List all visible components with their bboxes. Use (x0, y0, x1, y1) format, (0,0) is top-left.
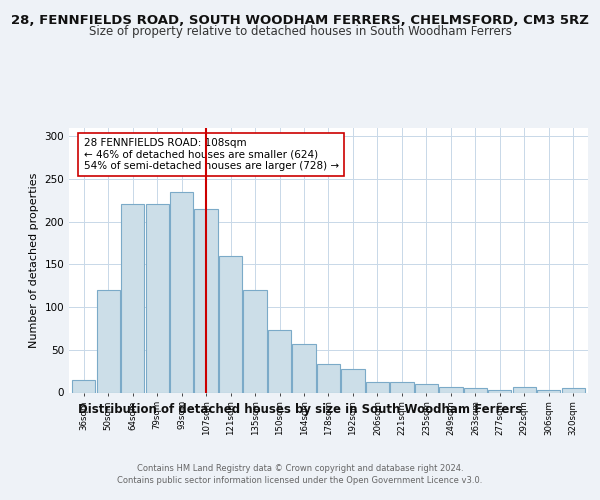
Text: 28, FENNFIELDS ROAD, SOUTH WOODHAM FERRERS, CHELMSFORD, CM3 5RZ: 28, FENNFIELDS ROAD, SOUTH WOODHAM FERRE… (11, 14, 589, 27)
Bar (537, 390, 560, 392)
Bar (366, 382, 389, 392)
Text: Contains public sector information licensed under the Open Government Licence v3: Contains public sector information licen… (118, 476, 482, 485)
Text: Size of property relative to detached houses in South Woodham Ferrers: Size of property relative to detached ho… (89, 25, 511, 38)
Bar (170, 192, 193, 392)
Text: 28 FENNFIELDS ROAD: 108sqm
← 46% of detached houses are smaller (624)
54% of sem: 28 FENNFIELDS ROAD: 108sqm ← 46% of deta… (83, 138, 339, 171)
Bar (439, 386, 463, 392)
Bar (513, 386, 536, 392)
Text: Contains HM Land Registry data © Crown copyright and database right 2024.: Contains HM Land Registry data © Crown c… (137, 464, 463, 473)
Bar (146, 204, 169, 392)
Bar (317, 364, 340, 392)
Bar (244, 290, 266, 392)
Bar (415, 384, 438, 392)
Text: Distribution of detached houses by size in South Woodham Ferrers: Distribution of detached houses by size … (78, 402, 522, 415)
Bar (562, 388, 585, 392)
Bar (292, 344, 316, 393)
Bar (219, 256, 242, 392)
Bar (194, 208, 218, 392)
Bar (97, 290, 120, 392)
Bar (488, 390, 511, 392)
Y-axis label: Number of detached properties: Number of detached properties (29, 172, 39, 348)
Bar (121, 204, 144, 392)
Bar (72, 380, 95, 392)
Bar (391, 382, 413, 392)
Bar (341, 370, 365, 392)
Bar (464, 388, 487, 392)
Bar (268, 330, 291, 392)
